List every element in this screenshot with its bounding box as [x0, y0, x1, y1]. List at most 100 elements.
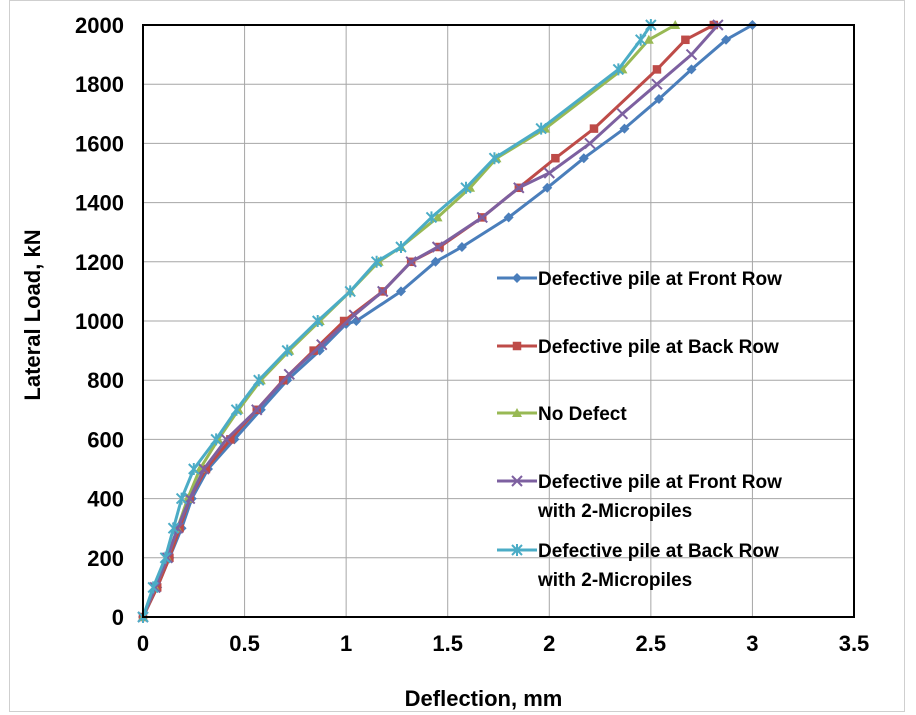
data-point	[551, 153, 560, 163]
legend-swatch-marker	[511, 475, 523, 487]
plot-area-border	[142, 24, 855, 618]
legend-item-2: Defective pile at Back Row	[497, 337, 779, 358]
data-point	[184, 492, 196, 505]
x-tick-label: 0	[137, 631, 149, 656]
data-point	[686, 64, 697, 75]
data-point	[147, 581, 159, 594]
x-axis-ticks: 0 0.5 1 1.5 2 2.5 3 3.5	[137, 631, 869, 656]
data-point	[460, 181, 472, 194]
x-tick-label: 2.5	[636, 631, 667, 656]
legend-label: Defective pile at Front Row	[538, 269, 782, 290]
x-tick-label: 2	[543, 631, 555, 656]
y-tick-label: 1600	[75, 131, 124, 156]
data-point	[344, 285, 356, 298]
data-point	[253, 374, 265, 387]
series-line	[141, 24, 720, 618]
data-point	[175, 492, 188, 505]
grid-lines	[142, 24, 855, 618]
y-tick-label: 1800	[75, 72, 124, 97]
data-point	[395, 286, 406, 297]
data-point	[543, 167, 555, 179]
data-point	[535, 122, 547, 135]
data-point	[721, 34, 732, 45]
data-point	[634, 33, 647, 46]
data-point	[616, 108, 629, 120]
data-point	[159, 551, 172, 564]
x-axis-title: Deflection, mm	[405, 686, 563, 711]
y-tick-label: 0	[112, 605, 124, 630]
data-point	[251, 404, 263, 416]
x-tick-label: 0.5	[229, 631, 260, 656]
data-point	[653, 94, 664, 104]
x-tick-label: 3	[746, 631, 758, 656]
data-point	[476, 211, 488, 224]
data-point	[643, 34, 654, 44]
y-tick-label: 800	[87, 368, 124, 393]
series-layer	[137, 19, 758, 623]
x-tick-label: 1.5	[432, 631, 463, 656]
chart-frame	[9, 0, 905, 712]
legend-label: Defective pile at Front Row with 2-Microp…	[537, 472, 782, 522]
y-tick-label: 1200	[75, 250, 124, 275]
y-tick-label: 1400	[75, 191, 124, 216]
y-tick-label: 2000	[75, 13, 124, 38]
legend-item-1: Defective pile at Front Row	[497, 269, 782, 290]
data-point	[281, 344, 293, 357]
data-point	[584, 137, 596, 150]
data-point	[456, 242, 467, 252]
x-tick-label: 3.5	[839, 631, 870, 656]
data-point	[220, 433, 232, 446]
legend-swatch-marker	[512, 273, 522, 283]
data-point	[283, 368, 295, 380]
data-point	[681, 35, 690, 45]
data-point	[685, 48, 698, 61]
data-point	[316, 338, 328, 351]
data-point	[578, 153, 589, 164]
legend-label: Defective pile at Back Row with 2-Micropi…	[537, 541, 779, 591]
data-point	[226, 435, 235, 444]
data-point	[513, 182, 525, 194]
y-axis-title: Lateral Load, kN	[20, 229, 45, 400]
y-tick-label: 400	[87, 487, 124, 512]
y-axis-ticks: 0 200 400 600 800 1000 1200 1400 1600 1800 2000	[75, 13, 124, 630]
data-point	[405, 256, 417, 268]
data-point	[425, 211, 438, 224]
data-point	[188, 463, 200, 475]
y-tick-label: 600	[87, 427, 124, 452]
data-point	[652, 65, 662, 74]
legend-item-4: Defective pile at Front Row with 2-Microp…	[497, 472, 782, 522]
data-point	[348, 309, 360, 321]
data-point	[430, 256, 441, 267]
data-point	[210, 433, 222, 446]
data-point	[167, 522, 180, 535]
legend: Defective pile at Front Row Defective pil…	[497, 269, 782, 591]
series-5	[137, 19, 657, 623]
data-point	[488, 152, 501, 165]
data-point	[542, 182, 553, 193]
data-point	[503, 212, 514, 223]
data-point	[370, 255, 383, 268]
legend-swatch-marker	[512, 408, 522, 417]
legend-label: No Defect	[538, 404, 627, 425]
data-point	[651, 78, 663, 90]
data-point	[201, 464, 211, 474]
legend-swatch-marker	[512, 341, 522, 351]
data-point	[230, 403, 243, 416]
legend-label: Defective pile at Back Row	[538, 337, 779, 358]
y-tick-label: 200	[87, 546, 124, 571]
data-point	[619, 123, 630, 134]
data-point	[432, 212, 443, 222]
legend-item-3: No Defect	[497, 404, 627, 425]
data-point	[395, 241, 407, 253]
y-tick-label: 1000	[75, 309, 124, 334]
data-point	[339, 316, 349, 326]
legend-item-5: Defective pile at Back Row with 2-Micropi…	[497, 541, 779, 591]
data-point	[431, 241, 444, 253]
data-point	[589, 124, 599, 133]
x-tick-label: 1	[340, 631, 352, 656]
data-point	[612, 63, 625, 76]
legend-swatch-marker	[511, 544, 523, 556]
data-point	[377, 285, 389, 298]
data-point	[311, 315, 324, 327]
